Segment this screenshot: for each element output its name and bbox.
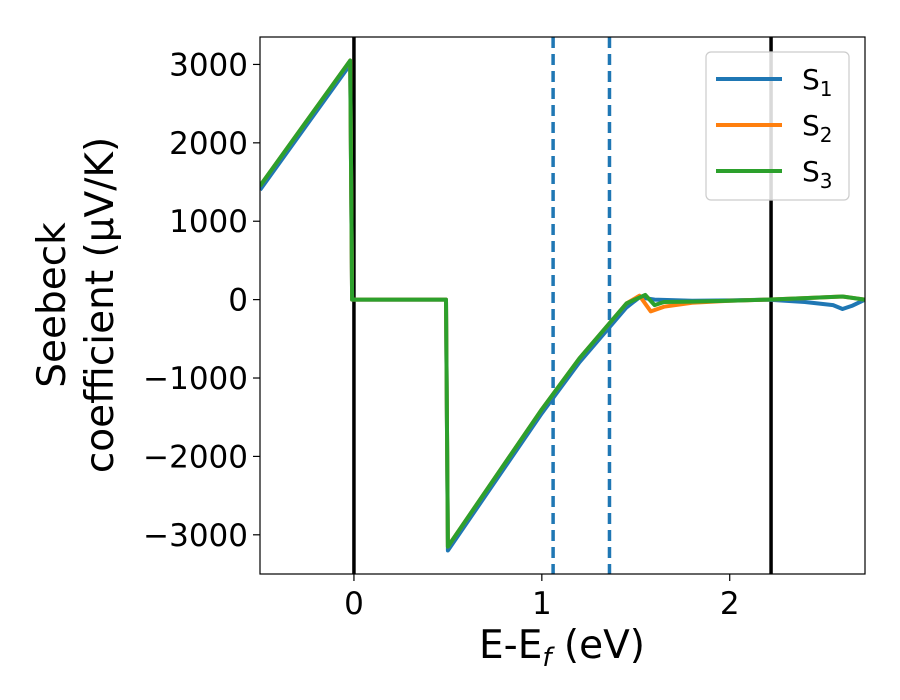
plot-area: 0 1 2 3000 2000 1000 0 −1000 −2000 −3000 [143,36,866,622]
y-axis-title-line2: coefficient (μV/K) [78,137,123,473]
x-axis-title-unit: (eV) [552,623,646,668]
series-line-3 [260,58,865,549]
legend-label-1: S1 [802,63,833,101]
svg-text:E-Ef (eV): E-Ef (eV) [479,623,645,673]
y-axis-title: Seebeck coefficient (μV/K) [30,137,123,473]
legend-label-3: S3 [802,155,833,193]
x-tick-label-1: 1 [532,586,552,622]
y-tick-label-5: −2000 [143,439,248,475]
x-axis-title-main: E-E [479,623,542,668]
x-tick-label-2: 2 [720,586,740,622]
y-tick-label-0: 3000 [169,47,248,83]
y-tick-label-2: 1000 [169,204,248,240]
x-axis-title: E-Ef (eV) [479,623,645,673]
axes-frame [259,36,866,575]
y-tick-label-3: 0 [228,283,248,319]
legend: S1 S2 S3 [705,51,850,201]
x-tick-label-0: 0 [344,586,364,622]
y-tick-label-1: 2000 [169,126,248,162]
legend-label-2: S2 [802,109,833,147]
y-axis-title-line1: Seebeck [30,222,75,388]
y-tick-label-6: −3000 [143,518,248,554]
y-tick-label-4: −1000 [143,361,248,397]
